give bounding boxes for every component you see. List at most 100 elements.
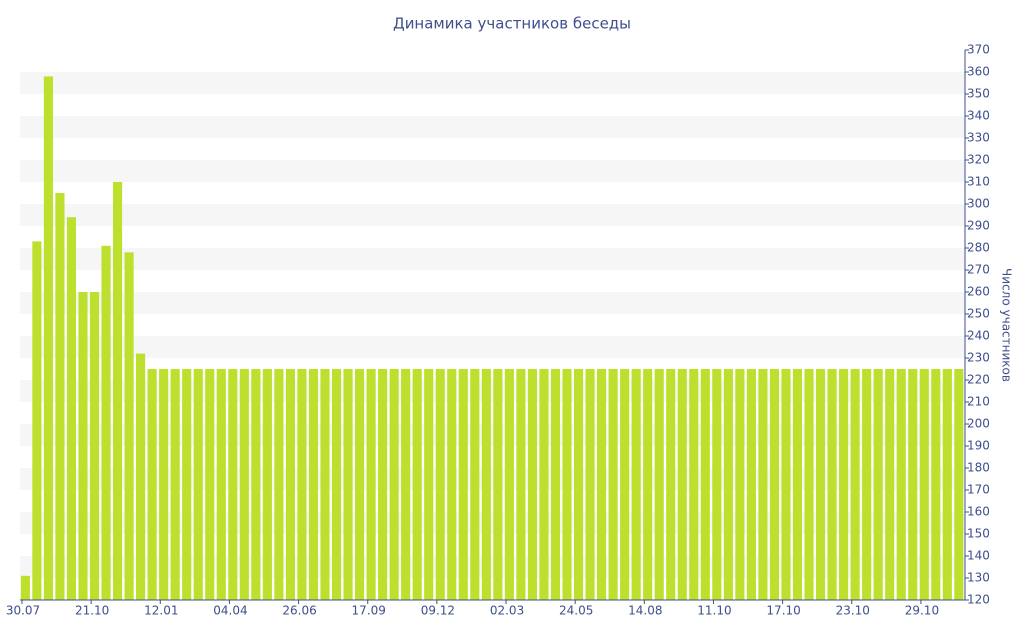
bar [458,369,468,600]
bar [112,182,123,600]
bar [562,369,572,600]
y-tick-label: 180 [967,461,990,475]
bar [228,369,238,600]
y-tick-label: 260 [967,285,990,299]
bar [251,369,261,600]
y-tick-label: 240 [967,329,990,343]
y-tick-label: 330 [967,131,990,145]
y-tick-label: 170 [967,483,990,497]
bar [527,369,537,600]
y-tick-label: 130 [967,571,990,585]
bar [89,292,100,600]
bar [274,369,284,600]
bar [620,369,630,600]
bar [20,575,30,600]
y-axis-label: Число участников [1000,268,1014,382]
grid-band [20,204,965,226]
bar [343,369,353,600]
bar [447,369,457,600]
bar [170,369,180,600]
bar [769,369,780,600]
x-tick-label: 17.10 [766,604,800,618]
bar [723,369,733,600]
y-tick-label: 290 [967,219,990,233]
bar [297,369,307,600]
bar [873,369,883,600]
bar [401,369,411,600]
y-tick-label: 250 [967,307,990,321]
bar [781,369,791,600]
bar [608,369,618,600]
bar [159,369,169,600]
x-tick-label: 04.04 [213,604,247,618]
bar [850,369,860,600]
y-tick-label: 270 [967,263,990,277]
bar [700,369,710,600]
y-tick-label: 220 [967,373,990,387]
bar [504,369,514,600]
y-tick-label: 120 [967,593,990,607]
bar [827,369,837,600]
bar [631,369,641,600]
bar [597,369,607,600]
bar [32,241,42,600]
bar [424,369,434,600]
x-tick-label: 09.12 [421,604,455,618]
y-tick-label: 150 [967,527,990,541]
bar [147,369,157,600]
x-tick-label: 30.07 [6,604,40,618]
bar [942,369,952,600]
bar [815,369,826,600]
bar [493,369,503,600]
bar [355,369,365,600]
x-tick-label: 17.09 [352,604,386,618]
y-tick-label: 160 [967,505,990,519]
bar [389,369,399,600]
bar [885,369,895,600]
x-tick-label: 24.05 [559,604,593,618]
bar [470,369,480,600]
y-tick-label: 300 [967,197,990,211]
x-tick-label: 21.10 [75,604,109,618]
bar [366,369,376,600]
y-tick-label: 140 [967,549,990,563]
bar [43,76,53,600]
bar [78,292,88,600]
grid-band [20,72,965,94]
bar [216,369,226,600]
y-tick-label: 210 [967,395,990,409]
y-tick-label: 230 [967,351,990,365]
bar [308,369,319,600]
y-tick-label: 320 [967,153,990,167]
bar [666,369,676,600]
y-tick-label: 370 [967,43,990,57]
bar [101,245,111,601]
bar [585,369,595,600]
bar [758,369,768,600]
bar [931,369,941,600]
grid-band [20,160,965,182]
bar [66,217,77,600]
bar [239,369,249,600]
bar [539,369,549,600]
bar [643,369,653,600]
bar [712,369,722,600]
grid-band [20,248,965,270]
bar [573,369,584,600]
bar [378,369,388,600]
y-tick-label: 340 [967,109,990,123]
y-tick-label: 280 [967,241,990,255]
bar [285,369,295,600]
bar [55,193,65,600]
bar [804,369,814,600]
bar [908,369,918,600]
y-tick-label: 360 [967,65,990,79]
x-tick-label: 23.10 [836,604,870,618]
bar [435,369,445,600]
grid-band [20,292,965,314]
grid-band [20,336,965,358]
bar [839,369,849,600]
bar [896,369,906,600]
bar [954,369,964,600]
